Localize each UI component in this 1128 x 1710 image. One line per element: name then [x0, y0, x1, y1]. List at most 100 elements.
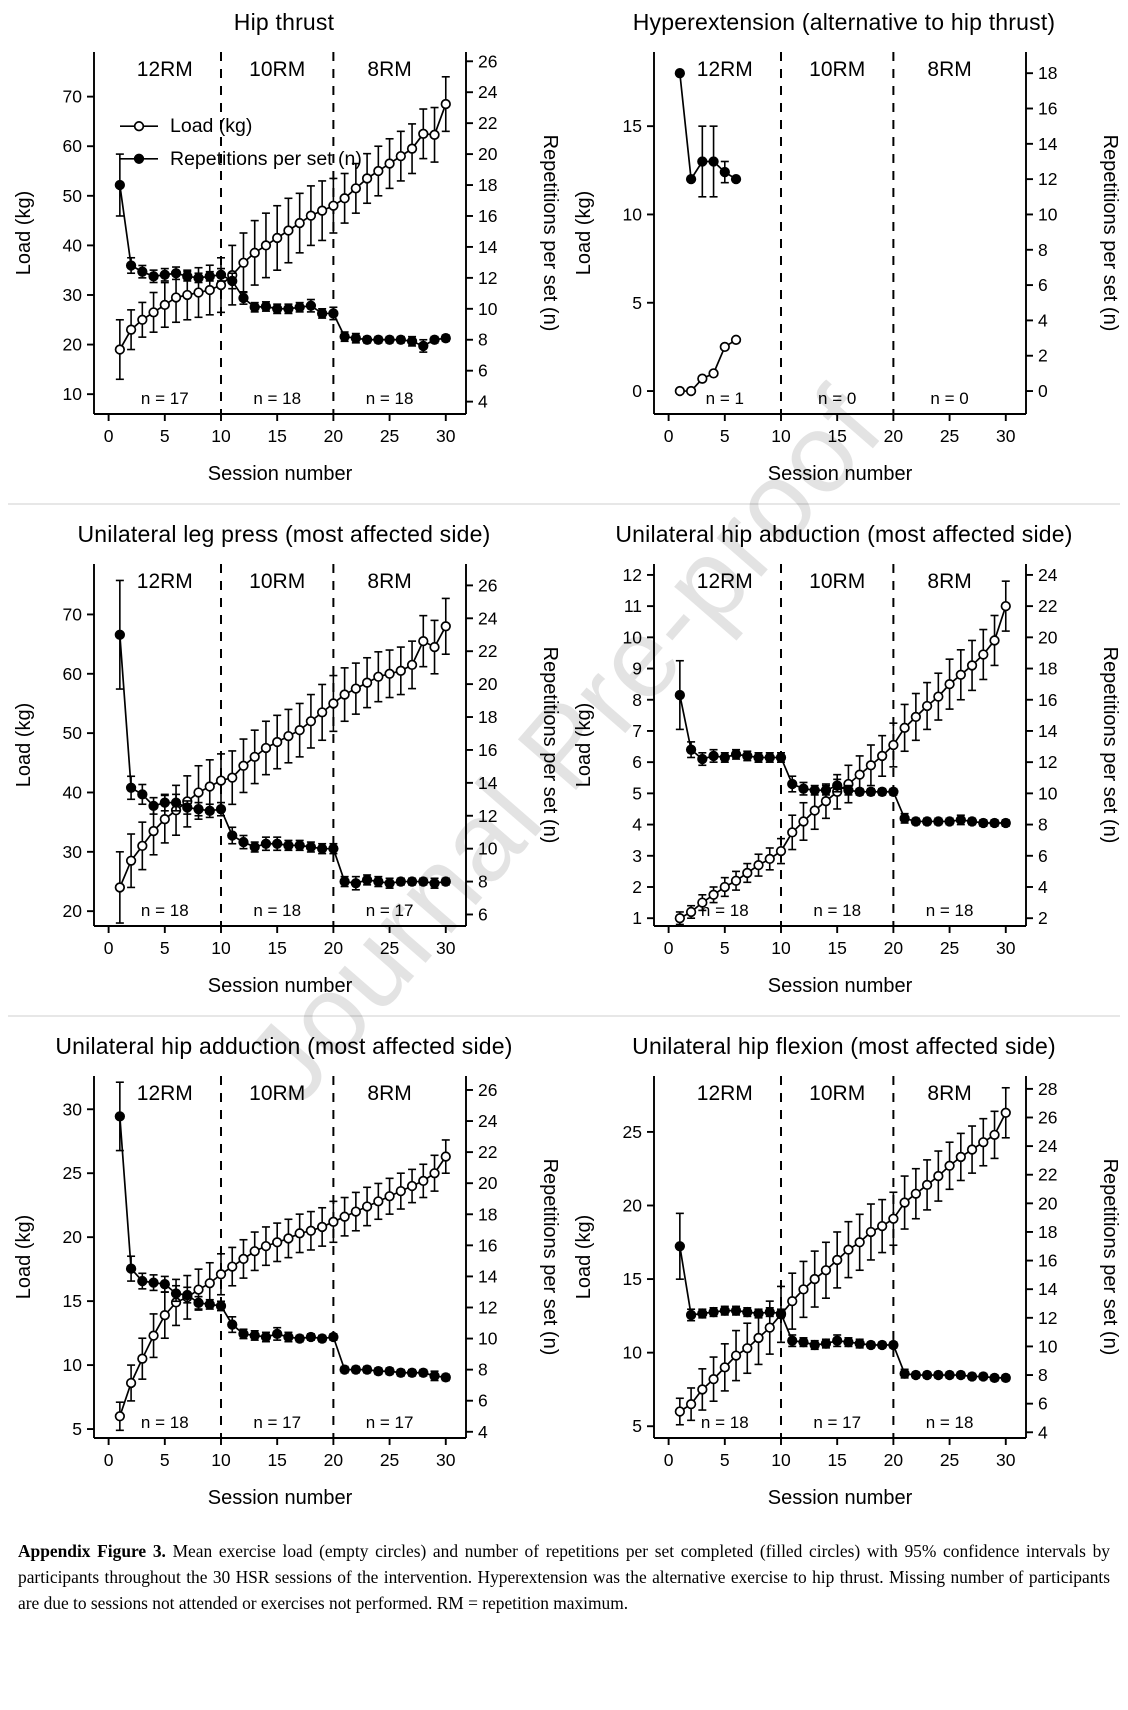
- repetitions-series: [674, 68, 742, 198]
- phase-label: 12RM: [137, 570, 193, 593]
- svg-text:0: 0: [632, 381, 642, 401]
- svg-text:20: 20: [1038, 627, 1058, 647]
- svg-text:7: 7: [632, 721, 642, 741]
- right-axis-title: Repetitions per set (n): [539, 135, 561, 332]
- load-series: [114, 1139, 451, 1432]
- svg-text:20: 20: [324, 938, 344, 958]
- phase-n-label: n = 17: [813, 1413, 861, 1432]
- phase-n-label: n = 18: [813, 901, 861, 920]
- svg-text:20: 20: [1038, 1193, 1058, 1213]
- svg-text:0: 0: [104, 938, 114, 958]
- repetitions-series: [114, 153, 451, 353]
- svg-text:20: 20: [324, 426, 344, 446]
- svg-text:20: 20: [884, 938, 904, 958]
- x-axis-title: Session number: [768, 975, 913, 997]
- svg-text:18: 18: [1038, 659, 1057, 679]
- svg-text:10: 10: [211, 938, 231, 958]
- repetitions-series: [674, 659, 1011, 829]
- legend-label: Load (kg): [170, 115, 252, 137]
- svg-text:30: 30: [436, 938, 456, 958]
- panel-title: Unilateral hip abduction (most affected …: [615, 521, 1073, 547]
- svg-text:14: 14: [1038, 134, 1058, 154]
- svg-text:10: 10: [211, 1450, 231, 1470]
- svg-text:12: 12: [1038, 752, 1057, 772]
- phase-label: 8RM: [927, 1082, 971, 1105]
- svg-text:60: 60: [63, 136, 83, 156]
- row-separator: [8, 1015, 1120, 1017]
- svg-text:25: 25: [63, 1163, 82, 1183]
- svg-text:10: 10: [771, 426, 791, 446]
- svg-text:20: 20: [884, 1450, 904, 1470]
- svg-text:5: 5: [720, 1450, 730, 1470]
- svg-text:24: 24: [478, 82, 498, 102]
- svg-text:18: 18: [1038, 1222, 1057, 1242]
- svg-text:10: 10: [623, 204, 643, 224]
- phase-label: 8RM: [367, 570, 411, 593]
- hyperextension-plot: 0 5 10 15 20 25 30 0 5 10 15 0 2 4 6 8 10 12 14 16 18 12RM n =…: [573, 52, 1121, 485]
- svg-text:4: 4: [1038, 1422, 1048, 1442]
- phase-n-label: n = 18: [253, 901, 301, 920]
- panel-title: Unilateral leg press (most affected side…: [77, 521, 491, 547]
- svg-text:5: 5: [160, 426, 170, 446]
- svg-text:16: 16: [478, 1235, 497, 1255]
- phase-label: 8RM: [367, 58, 411, 81]
- panel-title: Hip thrust: [233, 9, 335, 35]
- svg-text:8: 8: [1038, 240, 1048, 260]
- phase-label: 12RM: [697, 570, 753, 593]
- svg-text:40: 40: [63, 782, 83, 802]
- axes: [87, 52, 473, 421]
- svg-text:2: 2: [1038, 908, 1048, 928]
- svg-text:12: 12: [478, 806, 497, 826]
- phase-label: 10RM: [809, 58, 865, 81]
- svg-text:25: 25: [623, 1122, 642, 1142]
- hip-thrust-plot: 0 5 10 15 20 25 30 10 20 30 40 50 60 70 4 6 8 10 12 14 16 18 2…: [13, 51, 561, 485]
- svg-text:10: 10: [211, 426, 231, 446]
- svg-text:6: 6: [478, 904, 488, 924]
- right-axis-title: Repetitions per set (n): [1099, 647, 1121, 844]
- svg-text:15: 15: [63, 1291, 82, 1311]
- svg-text:18: 18: [1038, 63, 1057, 83]
- panel-unilateral-hip-adduction: Unilateral hip adduction (most affected …: [6, 1030, 562, 1514]
- load-series: [114, 75, 451, 381]
- svg-text:25: 25: [940, 938, 959, 958]
- svg-text:0: 0: [664, 426, 674, 446]
- phase-label: 12RM: [137, 58, 193, 81]
- svg-text:20: 20: [478, 674, 498, 694]
- chart-row-2: Unilateral leg press (most affected side…: [0, 518, 1128, 1002]
- svg-text:16: 16: [1038, 99, 1057, 119]
- svg-text:22: 22: [1038, 596, 1057, 616]
- repetitions-series: [114, 579, 451, 891]
- svg-text:4: 4: [632, 815, 642, 835]
- svg-text:8: 8: [632, 690, 642, 710]
- load-series: [674, 1086, 1011, 1426]
- svg-text:25: 25: [940, 1450, 959, 1470]
- svg-text:22: 22: [478, 1142, 497, 1162]
- svg-text:5: 5: [160, 938, 170, 958]
- svg-text:6: 6: [1038, 1394, 1048, 1414]
- phase-label: 10RM: [249, 58, 305, 81]
- svg-text:8: 8: [1038, 815, 1048, 835]
- svg-text:22: 22: [478, 641, 497, 661]
- svg-text:12: 12: [1038, 1308, 1057, 1328]
- svg-text:10: 10: [478, 1329, 498, 1349]
- phase-n-label: n = 0: [818, 389, 856, 408]
- svg-text:12: 12: [478, 268, 497, 288]
- unilateral-hip-adduction-plot: 0 5 10 15 20 25 30 5 10 15 20 25 30 4 6 8 10 12 14 16 18 20 22…: [13, 1076, 561, 1509]
- svg-text:12: 12: [478, 1297, 497, 1317]
- x-axis-title: Session number: [208, 975, 353, 997]
- svg-text:10: 10: [623, 627, 643, 647]
- phase-label: 12RM: [697, 1082, 753, 1105]
- svg-text:0: 0: [104, 1450, 114, 1470]
- svg-text:26: 26: [1038, 1107, 1057, 1127]
- svg-text:15: 15: [623, 116, 642, 136]
- svg-text:20: 20: [478, 1173, 498, 1193]
- load-series: [114, 597, 451, 924]
- unilateral-hip-abduction-plot: 0 5 10 15 20 25 301234567891011122468101214161…: [573, 564, 1121, 997]
- svg-text:6: 6: [478, 1391, 488, 1411]
- svg-text:10: 10: [478, 299, 498, 319]
- svg-text:14: 14: [1038, 721, 1058, 741]
- svg-text:50: 50: [63, 723, 83, 743]
- svg-text:15: 15: [267, 1450, 286, 1470]
- svg-text:24: 24: [1038, 565, 1058, 585]
- phase-n-label: n = 17: [141, 389, 189, 408]
